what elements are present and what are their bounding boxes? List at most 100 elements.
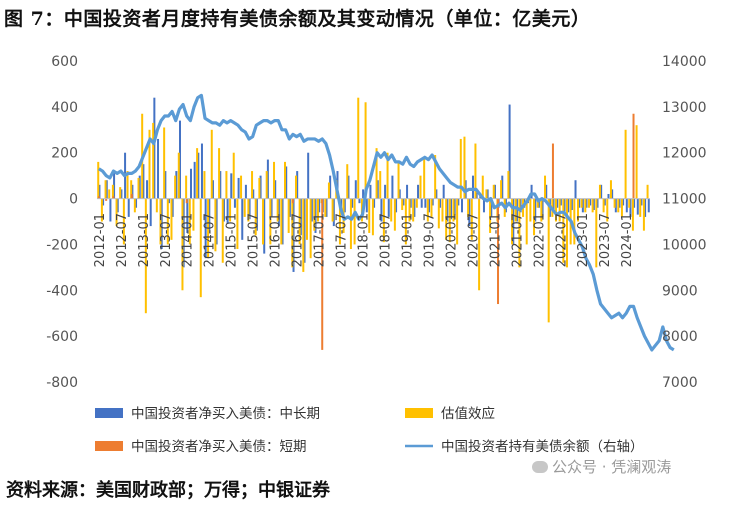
x-tick-label: 2014-01 <box>181 213 196 267</box>
legend-swatch <box>95 441 123 451</box>
bar-long-term-119 <box>534 198 537 222</box>
bar-valuation-62 <box>324 198 327 217</box>
bar-long-term-19 <box>168 198 171 204</box>
bar-valuation-44 <box>258 177 261 199</box>
bar-long-term-47 <box>270 198 273 217</box>
x-tick-label: 2012-01 <box>93 213 108 267</box>
bar-long-term-6 <box>120 189 123 199</box>
bar-valuation-48 <box>273 161 276 199</box>
bar-short-term-109 <box>497 198 500 305</box>
bar-valuation-117 <box>525 198 528 245</box>
bar-valuation-47 <box>269 198 272 245</box>
bar-valuation-110 <box>500 180 503 199</box>
bar-long-term-69 <box>351 198 354 208</box>
bar-valuation-55 <box>298 198 301 245</box>
bar-long-term-34 <box>222 198 225 222</box>
bar-valuation-88 <box>419 175 422 199</box>
legend-label: 中国投资者净买入美债：中长期 <box>131 406 320 422</box>
bar-long-term-45 <box>263 198 266 254</box>
bar-long-term-60 <box>318 198 321 213</box>
bar-long-term-64 <box>332 198 335 227</box>
bar-valuation-104 <box>478 198 481 291</box>
bar-long-term-54 <box>296 171 299 199</box>
bar-long-term-96 <box>450 198 453 220</box>
bar-long-term-148 <box>640 198 643 206</box>
bar-valuation-96 <box>448 198 451 243</box>
bar-short-term-2 <box>105 198 108 201</box>
bar-valuation-100 <box>463 136 466 199</box>
bar-long-term-77 <box>380 198 383 222</box>
bar-valuation-133 <box>584 198 587 213</box>
bar-long-term-22 <box>179 120 181 199</box>
bar-long-term-89 <box>424 198 427 208</box>
bar-long-term-118 <box>530 184 533 199</box>
bar-valuation-69 <box>349 198 352 250</box>
bar-long-term-58 <box>310 198 313 222</box>
bar-long-term-93 <box>439 198 442 208</box>
bar-valuation-0 <box>97 161 100 199</box>
bar-long-term-17 <box>160 198 163 250</box>
bar-valuation-112 <box>507 171 510 199</box>
bar-long-term-131 <box>578 198 581 208</box>
bar-valuation-11 <box>137 177 140 199</box>
bar-valuation-10 <box>133 198 136 213</box>
bar-valuation-114 <box>514 198 517 222</box>
bar-long-term-125 <box>556 198 559 208</box>
bar-long-term-30 <box>208 198 211 233</box>
bar-long-term-103 <box>475 191 478 199</box>
bar-valuation-24 <box>185 175 188 199</box>
x-tick-label: 2020-07 <box>466 213 481 267</box>
bar-valuation-43 <box>254 198 257 236</box>
bar-valuation-86 <box>412 198 415 222</box>
bar-valuation-78 <box>382 198 385 243</box>
bar-long-term-78 <box>384 184 387 199</box>
legend-label: 中国投资者净买入美债：短期 <box>131 439 307 455</box>
bar-long-term-32 <box>215 198 218 245</box>
x-tick-label: 2016-07 <box>291 213 306 267</box>
bar-valuation-32 <box>214 198 217 252</box>
bar-valuation-125 <box>555 198 558 222</box>
bar-long-term-113 <box>512 198 515 245</box>
bar-long-term-140 <box>611 189 614 199</box>
bar-long-term-53 <box>292 198 295 272</box>
source-note: 资料来源：美国财政部；万得；中银证券 <box>6 480 330 501</box>
x-tick-label: 2015-01 <box>225 213 240 267</box>
bar-long-term-145 <box>629 198 632 217</box>
bar-long-term-8 <box>127 198 130 217</box>
bar-long-term-67 <box>343 198 346 213</box>
bar-long-term-130 <box>574 180 577 199</box>
bar-long-term-16 <box>157 138 160 199</box>
bar-long-term-68 <box>347 175 350 199</box>
bar-long-term-95 <box>446 198 449 222</box>
bar-long-term-46 <box>266 159 269 199</box>
bar-valuation-89 <box>423 157 426 199</box>
x-tick-label: 2019-07 <box>422 213 437 267</box>
bar-valuation-9 <box>130 180 133 199</box>
chart: 600 400 200 0 -200 -400 -600 -800 14000 13000 120… <box>46 54 707 455</box>
bar-long-term-85 <box>409 198 412 208</box>
x-tick-label: 2018-07 <box>379 213 394 267</box>
x-tick-label: 2014-07 <box>203 213 218 267</box>
bar-valuation-51 <box>284 161 287 199</box>
bar-valuation-27 <box>196 148 199 199</box>
bar-long-term-102 <box>471 175 474 199</box>
legend-label: 估值效应 <box>441 405 495 422</box>
bar-valuation-126 <box>558 198 561 222</box>
bar-long-term-90 <box>428 198 431 213</box>
bar-long-term-26 <box>193 161 196 199</box>
bar-long-term-83 <box>402 198 405 206</box>
bar-long-term-98 <box>457 198 460 206</box>
bar-valuation-130 <box>573 198 576 245</box>
bar-long-term-40 <box>244 184 247 199</box>
bar-long-term-141 <box>614 198 617 213</box>
bar-short-term-146 <box>632 113 635 199</box>
left-tick-label: 400 <box>51 100 78 116</box>
bar-long-term-1 <box>102 198 105 206</box>
bar-long-term-142 <box>618 198 621 208</box>
bar-valuation-38 <box>236 198 239 250</box>
x-tick-label: 2022-07 <box>554 213 569 267</box>
bar-valuation-20 <box>170 198 173 240</box>
right-tick-label: 10000 <box>662 237 707 253</box>
bar-valuation-50 <box>280 198 283 245</box>
